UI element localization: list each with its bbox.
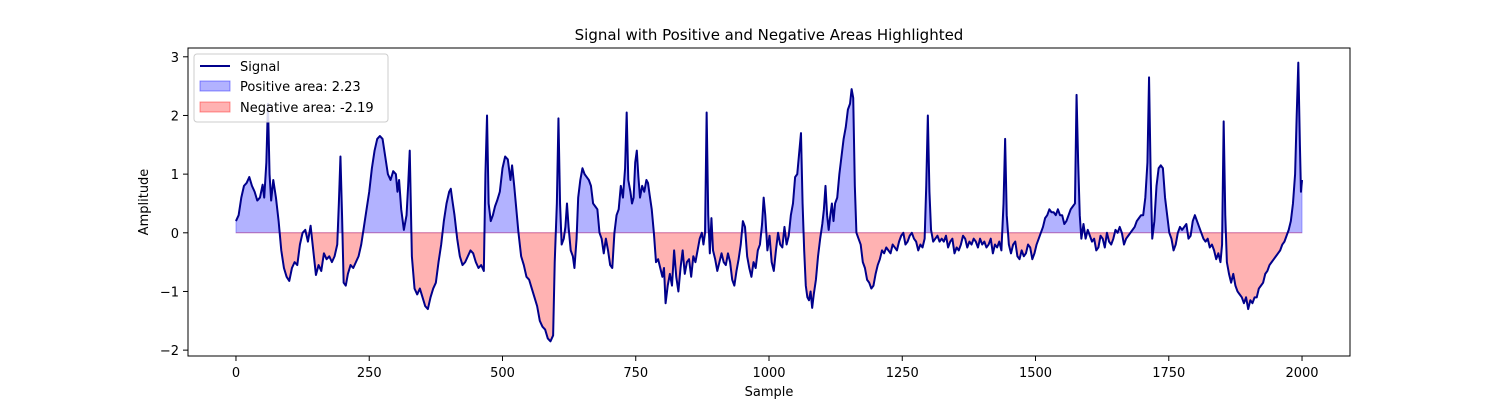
- y-axis: −2 −1 0 1 2 3: [160, 51, 188, 359]
- plot-area: [235, 61, 1304, 343]
- x-tick-label: 1250: [886, 366, 919, 381]
- legend-negative-swatch: [199, 101, 231, 113]
- y-axis-label: Amplitude: [137, 169, 152, 236]
- y-tick-label: 2: [171, 109, 179, 124]
- y-tick-label: 1: [171, 168, 179, 183]
- legend-positive-swatch: [199, 80, 231, 92]
- y-tick-label: −2: [160, 344, 179, 359]
- legend-box: [193, 53, 389, 123]
- x-tick-label: 1750: [1152, 366, 1185, 381]
- legend: Signal Positive area: 2.23 Negative area…: [193, 53, 389, 123]
- x-tick-label: 0: [232, 366, 240, 381]
- y-tick-label: 3: [171, 51, 179, 66]
- y-tick-label: −1: [160, 285, 179, 300]
- x-tick-label: 750: [623, 366, 648, 381]
- x-tick-label: 1500: [1019, 366, 1052, 381]
- x-tick-label: 500: [490, 366, 515, 381]
- negative-area-fill: [235, 231, 1303, 343]
- legend-positive-label: Positive area: 2.23: [240, 80, 361, 95]
- signal-line: [235, 61, 1304, 343]
- x-axis: 0 250 500 750 1000 1250 1500 1750 2000: [232, 356, 1319, 381]
- legend-signal-label: Signal: [240, 60, 280, 75]
- x-tick-label: 2000: [1285, 366, 1318, 381]
- x-tick-label: 1000: [752, 366, 785, 381]
- x-axis-label: Sample: [745, 385, 794, 400]
- positive-area-fill: [235, 62, 1303, 234]
- y-tick-label: 0: [171, 227, 179, 242]
- chart-title: Signal with Positive and Negative Areas …: [575, 26, 964, 44]
- x-tick-label: 250: [357, 366, 382, 381]
- legend-negative-label: Negative area: -2.19: [240, 101, 374, 116]
